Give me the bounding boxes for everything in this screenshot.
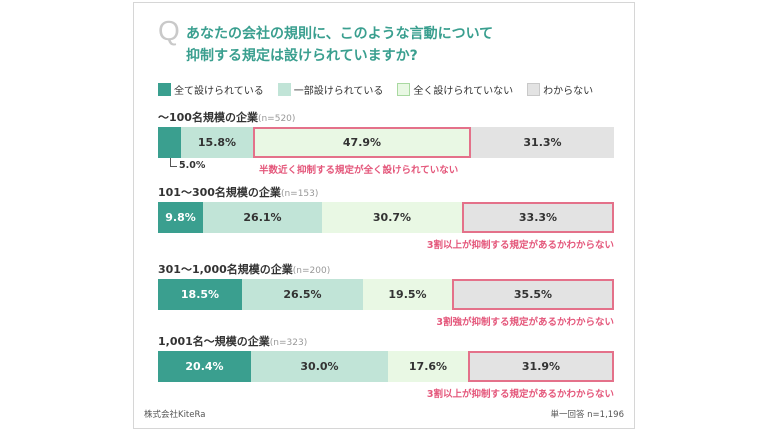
- legend-swatch: [158, 83, 171, 96]
- group-n: (n=520): [257, 114, 296, 124]
- group-n: (n=153): [280, 189, 319, 199]
- legend-swatch: [527, 83, 541, 96]
- bar-segment: 33.3%: [462, 202, 614, 233]
- bar-segment: 30.0%: [251, 351, 388, 382]
- annotation: 3割以上が抑制する規定があるかわからない: [426, 389, 614, 400]
- segment-value-label: 47.9%: [342, 136, 382, 149]
- bar-segment: 47.9%: [253, 127, 471, 158]
- segment-value-label: 9.8%: [165, 211, 196, 224]
- bar-segment: [158, 127, 181, 158]
- legend-item: 全て設けられている: [158, 82, 264, 97]
- segment-value-label: 31.3%: [523, 136, 562, 149]
- bar-segment: 19.5%: [363, 279, 452, 310]
- legend-label: 全く設けられていない: [413, 86, 514, 97]
- stacked-bar: 15.8% 47.9% 31.3%: [158, 127, 614, 158]
- legend-label: 全て設けられている: [174, 86, 264, 97]
- legend-item: 一部設けられている: [277, 82, 384, 97]
- segment-value-label: 19.5%: [388, 288, 427, 301]
- segment-value-label: 15.8%: [197, 136, 237, 149]
- chart-card: Q あなたの会社の規則に、このような言動について 抑制する規定は設けられています…: [133, 2, 635, 429]
- bar-group: 301〜1,000名規模の企業(n=200) 18.5% 26.5% 19.5% 35.…: [158, 261, 614, 328]
- group-name: 〜100名規模の企業: [158, 111, 258, 124]
- bar-segment: 9.8%: [158, 202, 203, 233]
- title-line-1: あなたの会社の規則に、このような言動について: [186, 26, 494, 42]
- bar-group: 〜100名規模の企業(n=520) 15.8% 47.9% 31.3% 5.0% 半数近く…: [158, 109, 614, 176]
- bar-segment: 26.5%: [242, 279, 363, 310]
- group-name: 101〜300名規模の企業: [158, 186, 281, 199]
- bar-group: 1,001名〜規模の企業(n=323) 20.4% 30.0% 17.6% 31.9% 3…: [158, 333, 614, 400]
- segment-value-label: 33.3%: [518, 211, 558, 224]
- bar-segment: 18.5%: [158, 279, 242, 310]
- annotation: 3割以上が抑制する規定があるかわからない: [426, 240, 614, 251]
- leader-line: [170, 158, 177, 167]
- footer-source: 株式会社KiteRa: [144, 410, 206, 420]
- legend-item: わからない: [527, 82, 593, 97]
- legend-swatch: [277, 83, 291, 96]
- stacked-bar: 18.5% 26.5% 19.5% 35.5%: [158, 279, 614, 310]
- bar-segment: 17.6%: [388, 351, 468, 382]
- chart-title: あなたの会社の規則に、このような言動について 抑制する規定は設けられていますか?: [186, 23, 616, 67]
- segment-value-label: 30.7%: [372, 211, 412, 224]
- bar-segment: 31.9%: [468, 351, 614, 382]
- group-label: 301〜1,000名規模の企業(n=200): [158, 261, 614, 277]
- legend-label: 一部設けられている: [293, 86, 384, 97]
- segment-value-label: 26.5%: [283, 288, 322, 301]
- group-name: 1,001名〜規模の企業: [158, 335, 270, 348]
- legend-label: わからない: [543, 86, 594, 97]
- small-segment-label: 5.0%: [179, 160, 206, 171]
- segment-value-label: 30.0%: [300, 360, 339, 373]
- legend: 全て設けられている 一部設けられている 全く設けられていない わからない: [158, 82, 593, 97]
- group-name: 301〜1,000名規模の企業: [158, 263, 293, 276]
- stacked-bar: 9.8% 26.1% 30.7% 33.3%: [158, 202, 614, 233]
- bar-segment: 26.1%: [203, 202, 322, 233]
- bar-group: 101〜300名規模の企業(n=153) 9.8% 26.1% 30.7% 33.3% 3…: [158, 184, 614, 251]
- segment-value-label: 26.1%: [243, 211, 282, 224]
- segment-value-label: 35.5%: [513, 288, 553, 301]
- group-label: 1,001名〜規模の企業(n=323): [158, 333, 614, 349]
- bar-segment: 35.5%: [452, 279, 614, 310]
- bar-segment: 20.4%: [158, 351, 251, 382]
- group-n: (n=200): [292, 266, 331, 276]
- bar-segment: 31.3%: [471, 127, 614, 158]
- title-line-2: 抑制する規定は設けられていますか?: [186, 48, 418, 64]
- segment-value-label: 17.6%: [408, 360, 448, 373]
- question-mark: Q: [158, 15, 180, 46]
- group-label: 〜100名規模の企業(n=520): [158, 109, 614, 125]
- annotation: 半数近く抑制する規定が全く設けられていない: [259, 165, 459, 176]
- group-label: 101〜300名規模の企業(n=153): [158, 184, 614, 200]
- annotation: 3割強が抑制する規定があるかわからない: [436, 317, 614, 328]
- segment-value-label: 20.4%: [185, 360, 224, 373]
- segment-value-label: 31.9%: [521, 360, 561, 373]
- bar-segment: 30.7%: [322, 202, 462, 233]
- stacked-bar: 20.4% 30.0% 17.6% 31.9%: [158, 351, 614, 382]
- legend-item: 全く設けられていない: [397, 82, 513, 97]
- bar-segment: 15.8%: [181, 127, 253, 158]
- legend-swatch: [397, 83, 411, 96]
- segment-value-label: 18.5%: [180, 288, 220, 301]
- group-n: (n=323): [269, 338, 308, 348]
- footer-note: 単一回答 n=1,196: [550, 410, 624, 420]
